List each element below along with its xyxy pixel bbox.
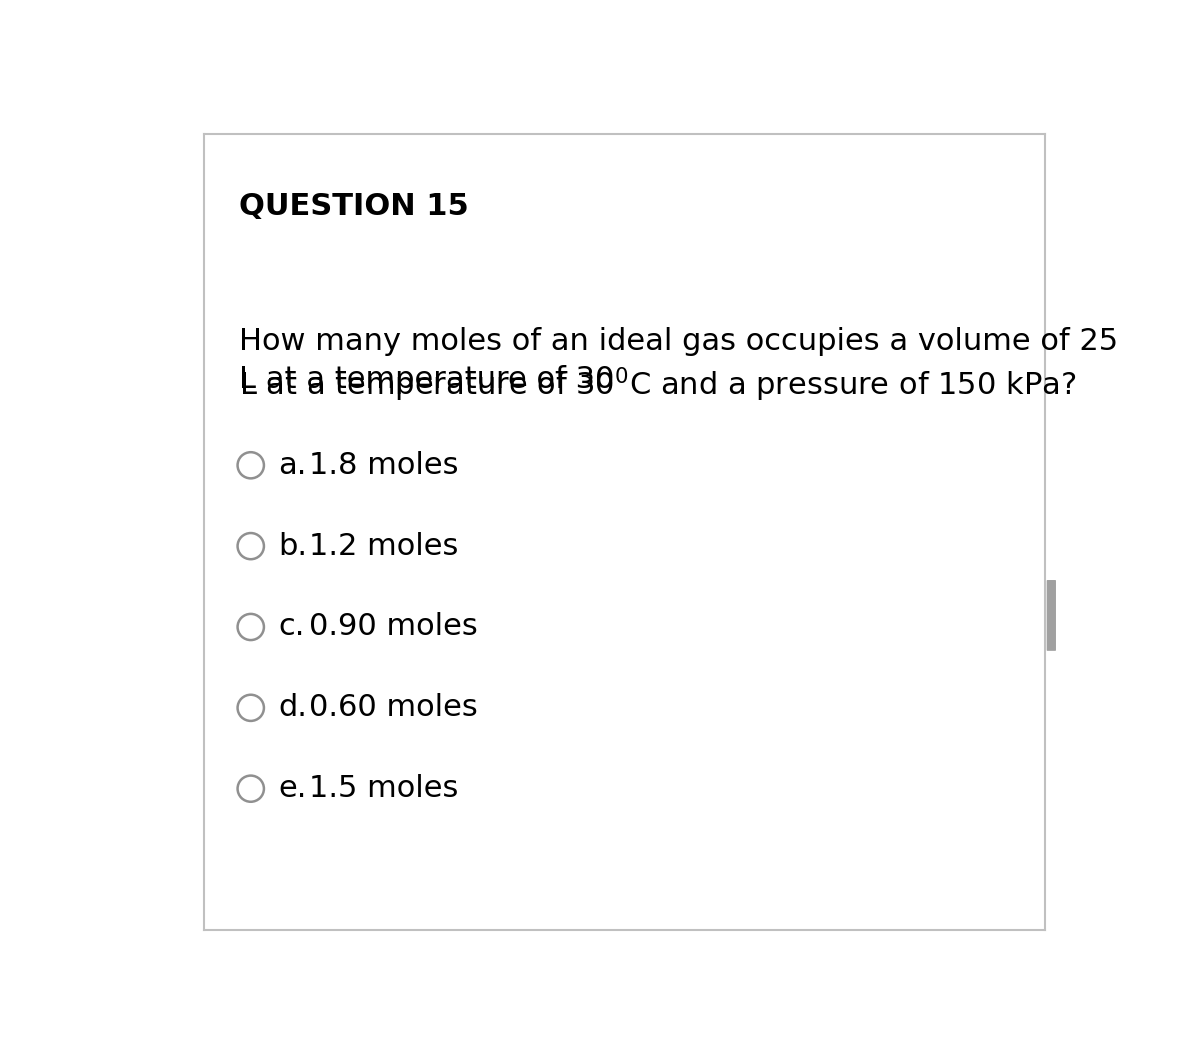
Text: 0.60 moles: 0.60 moles <box>308 694 478 722</box>
Text: c.: c. <box>278 612 305 642</box>
Text: How many moles of an ideal gas occupies a volume of 25: How many moles of an ideal gas occupies … <box>239 327 1118 355</box>
Text: 1.8 moles: 1.8 moles <box>308 451 458 480</box>
Text: d.: d. <box>278 694 307 722</box>
Text: 1.2 moles: 1.2 moles <box>308 531 458 561</box>
Text: 1.5 moles: 1.5 moles <box>308 775 458 803</box>
Text: QUESTION 15: QUESTION 15 <box>239 192 469 221</box>
Text: a.: a. <box>278 451 306 480</box>
Text: e.: e. <box>278 775 306 803</box>
Text: b.: b. <box>278 531 307 561</box>
Text: 0.90 moles: 0.90 moles <box>308 612 478 642</box>
Text: L at a temperature of 30$^0$C and a pressure of 150 kPa?: L at a temperature of 30$^0$C and a pres… <box>239 365 1076 404</box>
FancyBboxPatch shape <box>1046 580 1056 651</box>
Text: L at a temperature of 30: L at a temperature of 30 <box>239 365 614 394</box>
